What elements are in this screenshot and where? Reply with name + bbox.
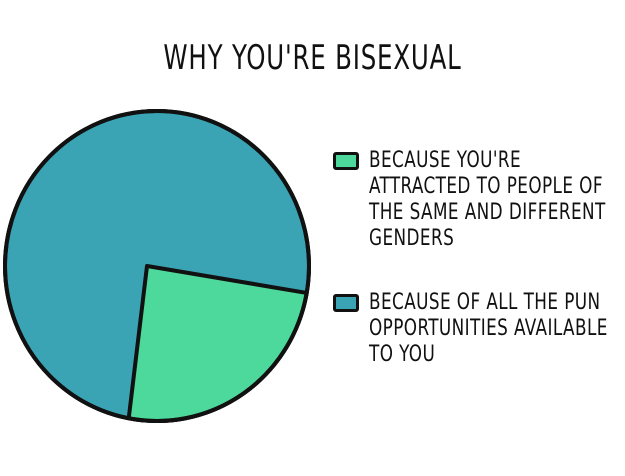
legend-label: BECAUSE OF ALL THE PUN OPPORTUNITIES AVA… xyxy=(369,290,608,367)
legend-swatch-teal xyxy=(333,294,359,312)
legend-item-attracted: BECAUSE YOU'RE ATTRACTED TO PEOPLE OF TH… xyxy=(333,148,625,252)
chart-title: WHY YOU'RE BISEXUAL xyxy=(163,38,462,78)
legend-swatch-green xyxy=(333,152,359,170)
legend-label: BECAUSE YOU'RE ATTRACTED TO PEOPLE OF TH… xyxy=(369,148,606,251)
pie-slice-attracted xyxy=(126,264,309,423)
pie-outline xyxy=(3,109,311,423)
legend-item-puns: BECAUSE OF ALL THE PUN OPPORTUNITIES AVA… xyxy=(333,290,625,368)
